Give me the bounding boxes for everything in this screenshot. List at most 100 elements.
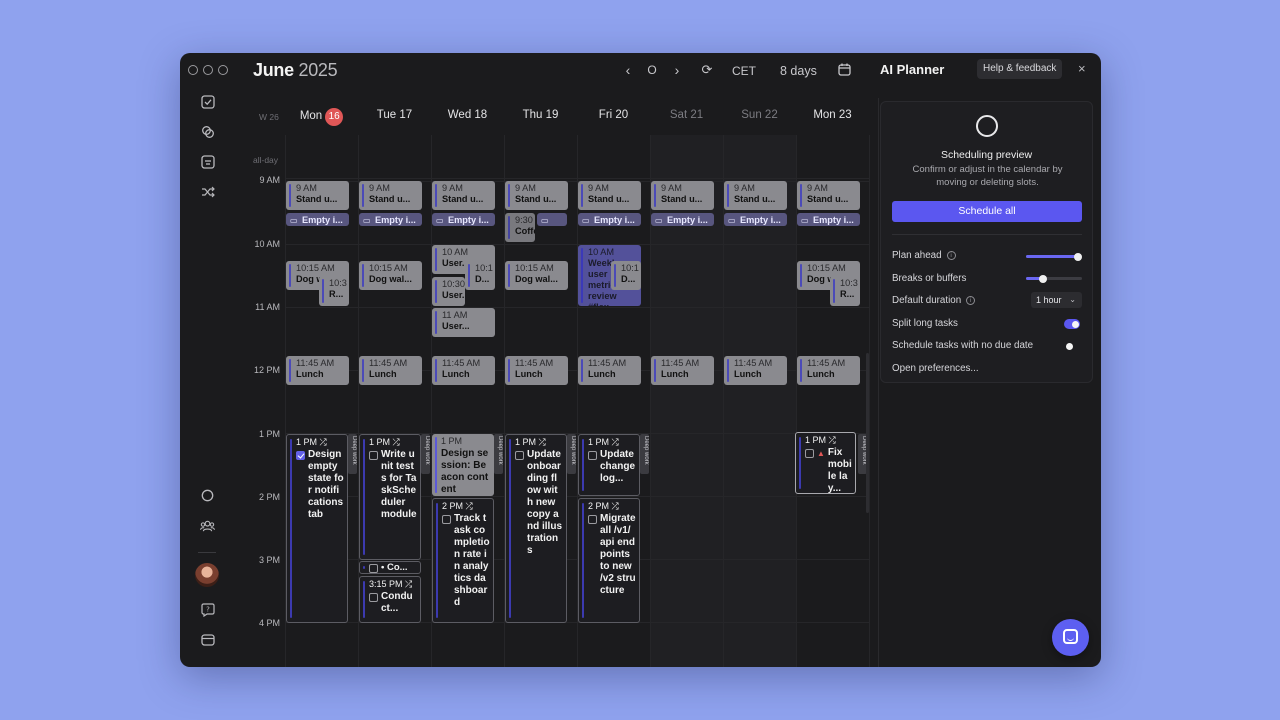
deep-work-tab[interactable]: Deep work: [494, 434, 503, 474]
event-r[interactable]: 10:3 R...: [830, 276, 860, 306]
no-due-toggle[interactable]: [1064, 341, 1080, 351]
event-standup[interactable]: 9 AM Stand u...: [724, 181, 787, 210]
event-standup[interactable]: 9 AM Stand u...: [651, 181, 714, 210]
event-d[interactable]: 10:1 D...: [611, 261, 641, 290]
day-header-mon-23[interactable]: Mon 23: [813, 109, 852, 121]
checkbox-icon[interactable]: [588, 515, 597, 524]
window-close-dot[interactable]: [188, 65, 198, 75]
calendar-scrollbar[interactable]: [866, 353, 869, 513]
tasks-check-icon[interactable]: [200, 94, 215, 109]
event-standup[interactable]: 9 AM Stand u...: [578, 181, 641, 210]
slider-knob[interactable]: [1074, 252, 1082, 261]
help-feedback-button[interactable]: Help & feedback: [977, 59, 1063, 79]
deep-work-tab[interactable]: Deep work: [567, 434, 576, 474]
checkbox-icon[interactable]: [369, 593, 378, 602]
schedule-all-button[interactable]: Schedule all: [892, 201, 1082, 222]
avatar[interactable]: [195, 563, 219, 587]
info-icon[interactable]: i: [946, 251, 956, 260]
help-icon[interactable]: ?: [200, 602, 215, 617]
event-empty-inbox[interactable]: ▭ Empty i...: [359, 213, 422, 226]
event-lunch[interactable]: 11:45 AM Lunch: [651, 356, 714, 385]
event-lunch[interactable]: 11:45 AM Lunch: [797, 356, 860, 385]
event-standup[interactable]: 9 AM Stand u...: [505, 181, 568, 210]
event-empty-inbox[interactable]: ▭ Empty i...: [724, 213, 787, 226]
window-zoom-dot[interactable]: [218, 65, 228, 75]
breaks-slider[interactable]: [1026, 274, 1082, 283]
checkbox-icon[interactable]: [515, 451, 524, 460]
checkbox-icon[interactable]: [369, 564, 378, 573]
day-header-sat-21[interactable]: Sat 21: [669, 109, 704, 121]
link-icon[interactable]: [200, 124, 215, 139]
view-range-button[interactable]: 8 days: [780, 64, 817, 78]
event-lunch[interactable]: 11:45 AM Lunch: [432, 356, 495, 385]
calendar-grid[interactable]: [285, 135, 870, 667]
next-icon[interactable]: ›: [674, 62, 680, 78]
info-icon[interactable]: i: [966, 296, 976, 305]
shuffle-icon[interactable]: [200, 184, 215, 199]
event-standup[interactable]: 9 AM Stand u...: [359, 181, 422, 210]
checkbox-icon[interactable]: [588, 451, 597, 460]
open-preferences-link[interactable]: Open preferences...: [892, 363, 979, 374]
event-user-interview[interactable]: 10 AM User...: [432, 245, 495, 274]
window-minimize-dot[interactable]: [203, 65, 213, 75]
event-lunch[interactable]: 11:45 AM Lunch: [724, 356, 787, 385]
task-block[interactable]: 1 PM ⤮ Update onboarding flow with new c…: [505, 434, 567, 623]
calendar-icon[interactable]: [837, 61, 851, 81]
event-lunch[interactable]: 11:45 AM Lunch: [359, 356, 422, 385]
checkbox-icon[interactable]: [369, 451, 378, 460]
event-standup[interactable]: 9 AM Stand u...: [797, 181, 860, 210]
deep-work-tab[interactable]: Deep work: [421, 434, 430, 474]
event-standup[interactable]: 9 AM Stand u...: [432, 181, 495, 210]
event-lunch[interactable]: 11:45 AM Lunch: [286, 356, 349, 385]
timezone-button[interactable]: CET: [732, 64, 756, 78]
event-standup[interactable]: 9 AM Stand u...: [286, 181, 349, 210]
close-icon[interactable]: ×: [1078, 61, 1086, 76]
duration-dropdown[interactable]: 1 hour ⌄: [1031, 292, 1082, 308]
status-circle-icon[interactable]: [200, 488, 215, 503]
day-header-sun-22[interactable]: Sun 22: [741, 109, 778, 121]
task-block[interactable]: 1 PM Design session: Beacon content: [432, 434, 494, 496]
team-icon[interactable]: [200, 518, 215, 533]
refresh-icon[interactable]: ⟳: [701, 62, 713, 77]
day-header-thu-19[interactable]: Thu 19: [522, 109, 559, 121]
plan-ahead-slider[interactable]: [1026, 252, 1082, 261]
task-block[interactable]: 2 PM ⤮ Track task completion rate in ana…: [432, 498, 494, 623]
archive-icon[interactable]: [200, 632, 215, 647]
event-lunch[interactable]: 11:45 AM Lunch: [578, 356, 641, 385]
task-block[interactable]: 3:15 PM ⤮ Conduct...: [359, 576, 421, 623]
slider-knob[interactable]: [1039, 274, 1047, 283]
task-block[interactable]: 2 PM ⤮ Migrate all /v1/api endpoints to …: [578, 498, 640, 623]
event-dog-walk[interactable]: 10:15 AM Dog wal...: [505, 261, 568, 290]
checkbox-checked-icon[interactable]: [296, 451, 305, 460]
checkbox-icon[interactable]: [442, 515, 451, 524]
task-block[interactable]: 1 PM ⤮ Design empty state for notificati…: [286, 434, 348, 623]
deep-work-tab[interactable]: Deep work: [858, 434, 867, 474]
task-block[interactable]: 1 PM ⤮ Update changelog...: [578, 434, 640, 496]
chat-button[interactable]: [1052, 619, 1089, 656]
event-empty-inbox[interactable]: ▭ Empty i...: [651, 213, 714, 226]
event-empty-inbox[interactable]: ▭ Empty i...: [578, 213, 641, 226]
day-header-mon-16[interactable]: Mon 16: [285, 108, 358, 126]
event-user-interview[interactable]: 11 AM User...: [432, 308, 495, 337]
deep-work-tab[interactable]: Deep work: [640, 434, 649, 474]
deep-work-tab[interactable]: Deep work: [348, 434, 357, 474]
checkbox-icon[interactable]: [805, 449, 814, 458]
event-coffee[interactable]: 9:30Coffee ...: [505, 213, 535, 242]
prev-icon[interactable]: ‹: [625, 62, 631, 78]
event-empty-inbox[interactable]: ▭: [537, 213, 567, 226]
task-block[interactable]: 1 PM ⤮ Write unit tests for TaskSchedule…: [359, 434, 421, 560]
day-header-tue-17[interactable]: Tue 17: [376, 109, 413, 121]
event-lunch[interactable]: 11:45 AM Lunch: [505, 356, 568, 385]
event-empty-inbox[interactable]: ▭ Empty i...: [286, 213, 349, 226]
event-empty-inbox[interactable]: ▭ Empty i...: [432, 213, 495, 226]
inbox-icon[interactable]: [200, 154, 215, 169]
event-dog-walk[interactable]: 10:15 AM Dog wal...: [359, 261, 422, 290]
day-header-wed-18[interactable]: Wed 18: [447, 109, 488, 121]
event-empty-inbox[interactable]: ▭ Empty i...: [797, 213, 860, 226]
event-d[interactable]: 10:1 D...: [465, 261, 495, 290]
event-r[interactable]: 10:3 R...: [319, 276, 349, 306]
day-header-fri-20[interactable]: Fri 20: [598, 109, 629, 121]
today-button[interactable]: O: [647, 63, 657, 77]
